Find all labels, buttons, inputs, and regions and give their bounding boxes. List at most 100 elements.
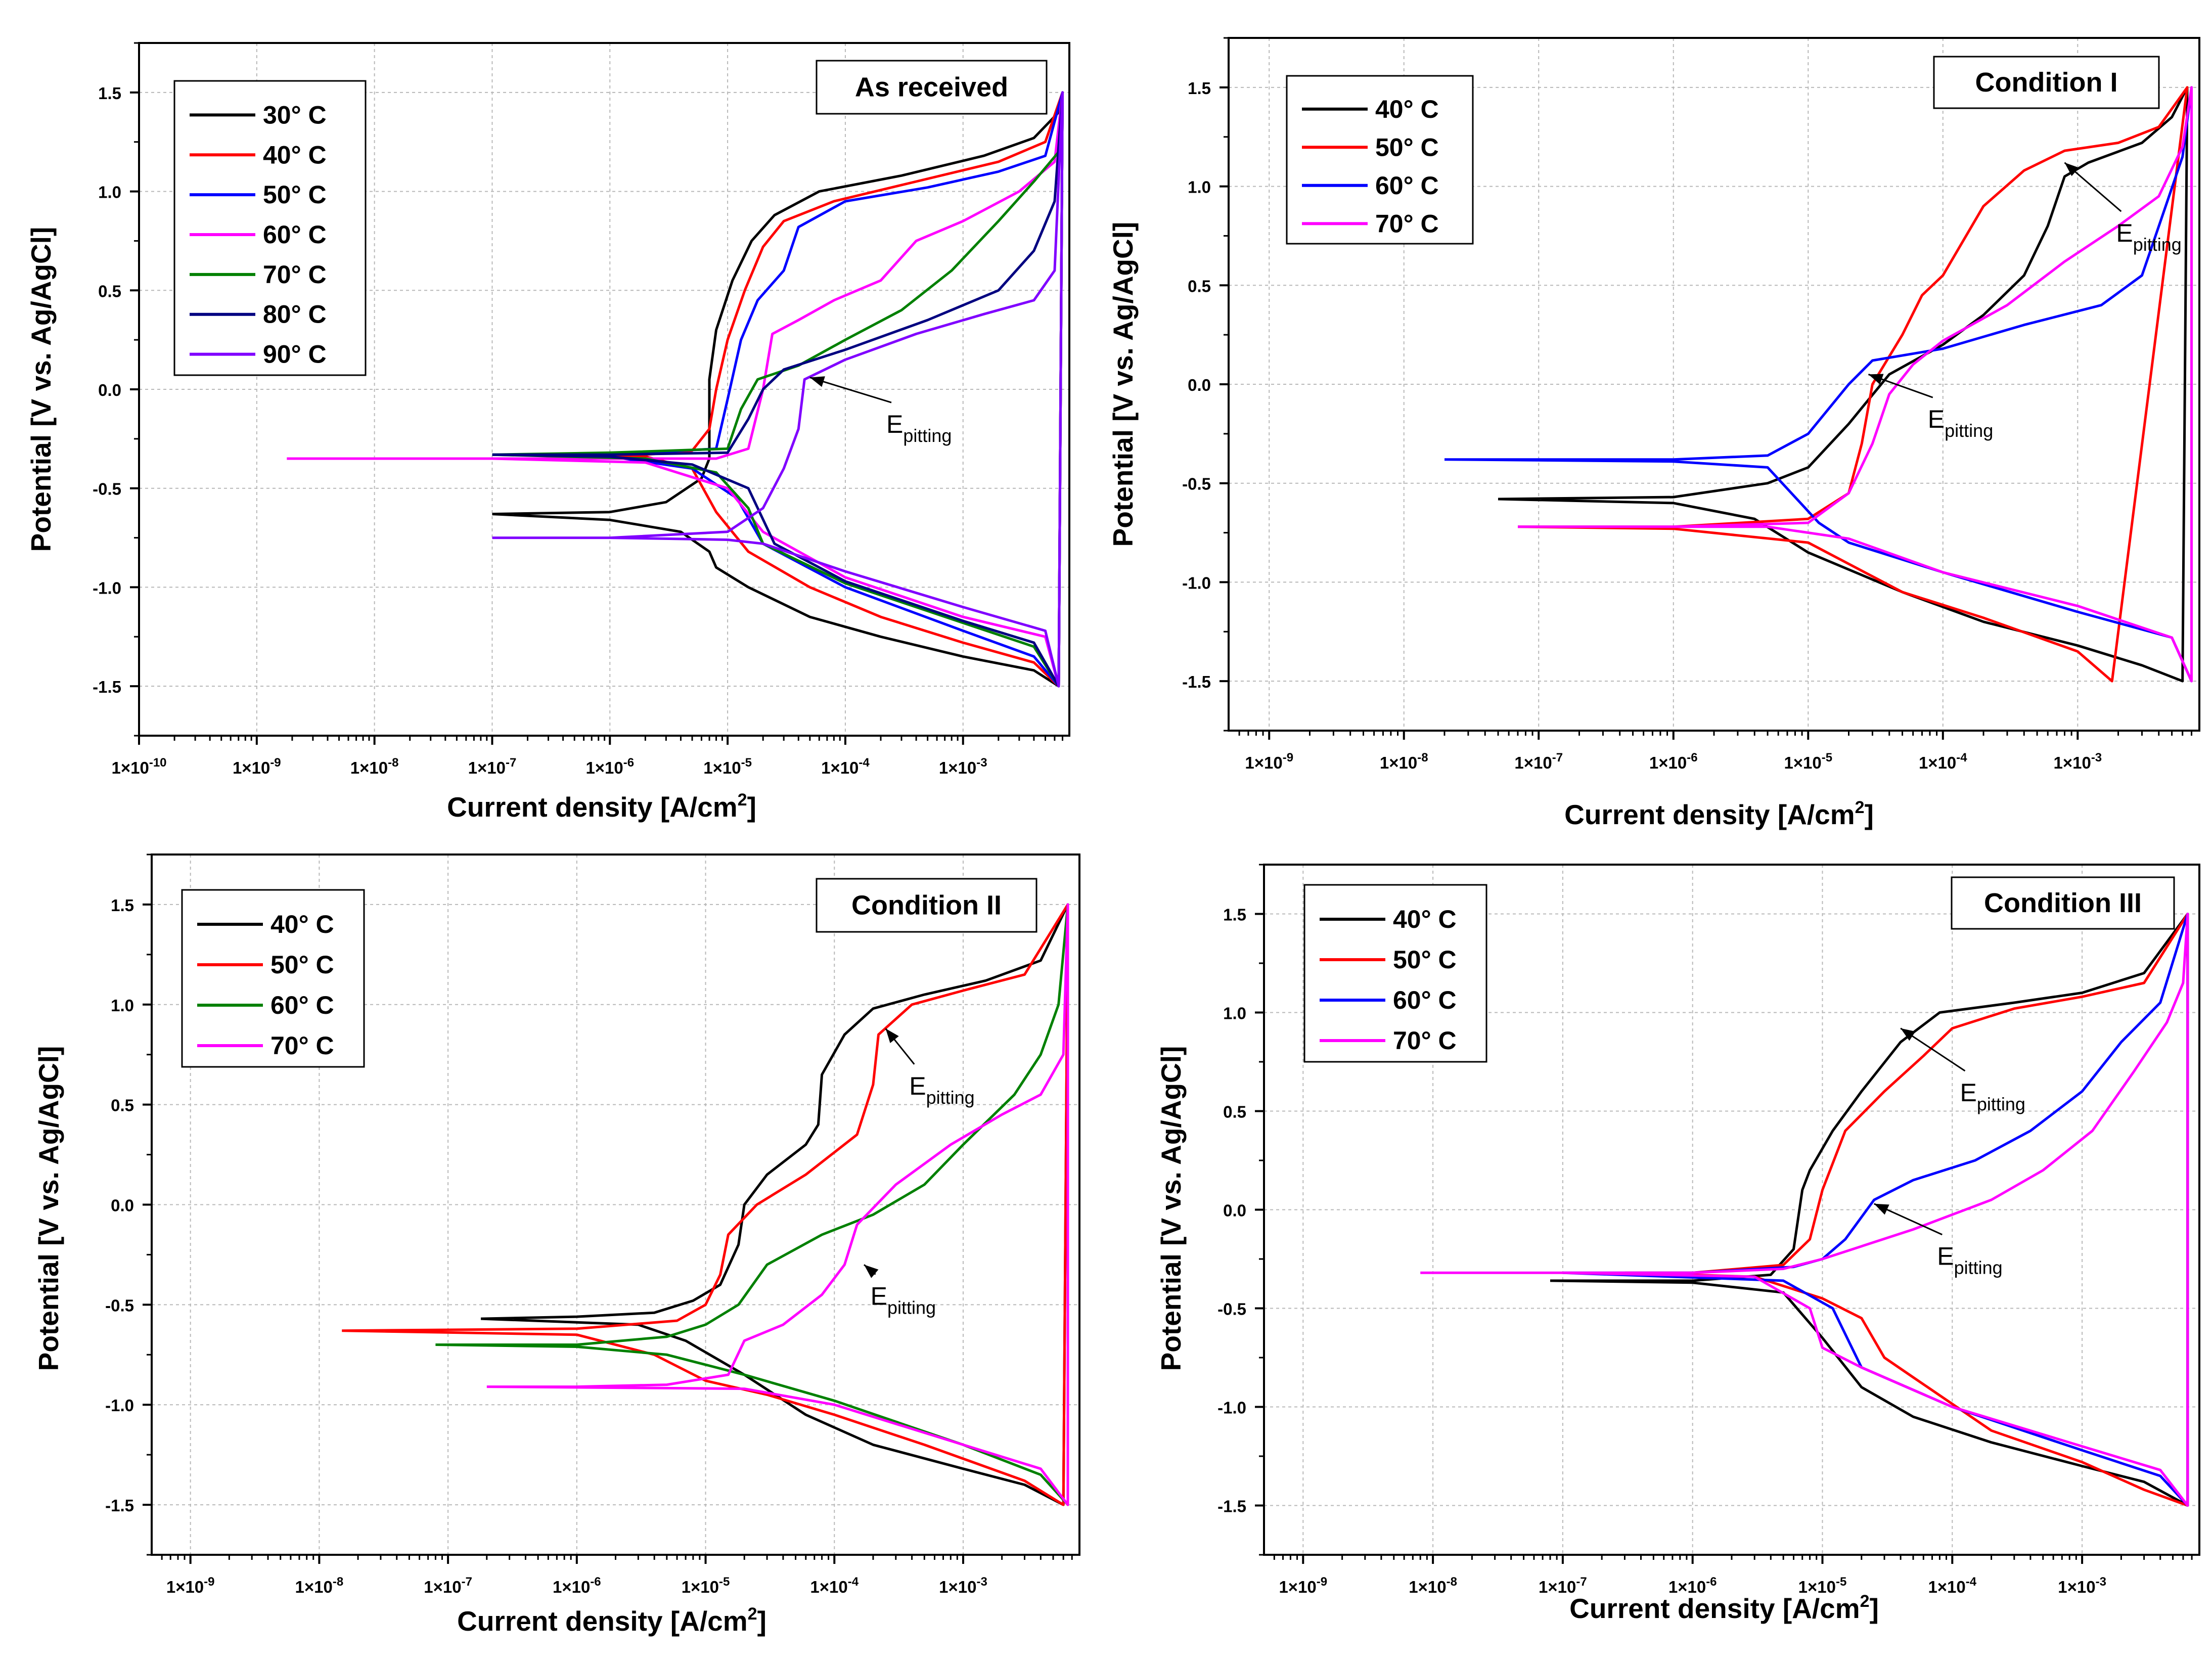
annotation-arrowhead [864, 1265, 879, 1278]
legend-label: 50° C [263, 181, 327, 209]
legend-label: 50° C [1375, 133, 1439, 161]
x-tick-label: 1×10-4 [821, 756, 870, 777]
legend-box [1286, 75, 1474, 245]
series-line [1550, 913, 2189, 1507]
y-tick-label: 0.5 [98, 282, 121, 300]
y-tick-label: -1.5 [93, 678, 121, 696]
series-line [1420, 913, 2189, 1507]
y-tick-label: 0.0 [111, 1196, 134, 1215]
legend-box [181, 889, 365, 1068]
x-tick-label: 1×10-5 [703, 756, 752, 777]
chart-title: Condition I [1975, 67, 2118, 98]
y-tick-label: -1.0 [1182, 573, 1211, 592]
series-line [1624, 913, 2189, 1507]
legend-label: 70° C [270, 1031, 334, 1060]
series-line [287, 91, 1064, 688]
legend-label: 70° C [1375, 209, 1439, 238]
y-tick-label: -1.0 [1217, 1399, 1246, 1417]
legend-label: 80° C [263, 300, 327, 329]
y-tick-label: 0.5 [1223, 1103, 1246, 1121]
series-group [1444, 86, 2193, 683]
chart-panel-2: 1×10-9 1×10-8 1×10-7 1×10-6 1×10-5 1×10-4 1×10… [1107, 37, 2200, 830]
x-tick-label: 1×10-4 [1919, 751, 1967, 772]
legend-label: 40° C [1375, 95, 1439, 123]
y-tick-label: 1.5 [98, 84, 121, 103]
y-axis-label: Potential [V vs. Ag/AgCl] [1155, 1046, 1187, 1371]
x-tick-label: 1×10-9 [1245, 751, 1293, 772]
annotation-arrowhead [1868, 374, 1884, 385]
legend-label: 60° C [1375, 171, 1439, 200]
x-tick-label: 1×10-7 [1514, 751, 1563, 772]
series-line [1517, 86, 2189, 683]
chart-title: Condition III [1984, 888, 2142, 918]
y-tick-label: -0.5 [1182, 475, 1211, 493]
y-tick-label: 1.0 [111, 996, 134, 1015]
annotation-label: Epitting [1937, 1242, 2002, 1278]
annotation-arrowhead [2064, 162, 2079, 176]
series-line [1498, 86, 2189, 683]
y-tick-label: 1.5 [111, 896, 134, 915]
chart-title: As received [855, 72, 1008, 103]
legend: 40° C 50° C 60° C 70° C [1303, 884, 1487, 1063]
legend-label: 60° C [270, 991, 334, 1019]
annotation-label: Epitting [909, 1072, 974, 1108]
x-tick-label: 1×10-6 [1649, 751, 1698, 772]
series-line [1562, 913, 2189, 1507]
x-tick-label: 1×10-3 [939, 756, 987, 777]
x-tick-label: 1×10-8 [350, 756, 399, 777]
legend: 30° C 40° C 50° C 60° C 70° C 80° C 90° C [173, 80, 367, 376]
x-tick-label: 1×10-6 [1668, 1575, 1717, 1596]
x-axis-label: Current density [A/cm2] [1569, 1592, 1879, 1624]
annotation-arrowhead [1901, 1028, 1916, 1041]
legend: 40° C 50° C 60° C 70° C [1286, 75, 1474, 245]
series-line [486, 903, 1069, 1506]
y-tick-label: -1.5 [1182, 672, 1211, 691]
y-tick-label: 1.0 [1223, 1004, 1246, 1023]
x-axis-label: Current density [A/cm2] [1564, 798, 1874, 830]
y-tick-label: 0.0 [1188, 376, 1211, 394]
x-tick-label: 1×10-3 [2058, 1575, 2106, 1596]
annotation-label: Epitting [886, 410, 952, 446]
y-tick-label: 0.5 [1188, 277, 1211, 295]
x-tick-label: 1×10-3 [2053, 751, 2102, 772]
legend-label: 70° C [263, 260, 327, 289]
legend-label: 40° C [1393, 905, 1457, 933]
annotation-arrowhead [885, 1028, 899, 1043]
legend-label: 50° C [270, 951, 334, 979]
y-tick-label: -1.0 [105, 1396, 134, 1415]
x-tick-label: 1×10-5 [1784, 751, 1832, 772]
series-line [527, 91, 1064, 688]
legend-label: 40° C [270, 910, 334, 938]
x-tick-label: 1×10-9 [233, 756, 281, 777]
x-tick-label: 1×10-8 [1409, 1575, 1457, 1596]
legend-label: 40° C [263, 141, 327, 169]
series-line [492, 91, 1064, 688]
y-axis-label: Potential [V vs. Ag/AgCl] [33, 1046, 64, 1371]
x-axis-label: Current density [A/cm2] [457, 1604, 766, 1637]
title-box [816, 60, 1048, 115]
x-tick-label: 1×10-10 [111, 756, 166, 777]
legend-label: 30° C [263, 101, 327, 129]
y-tick-label: -1.0 [93, 578, 121, 597]
series-line [1444, 86, 2193, 683]
x-tick-label: 1×10-4 [1928, 1575, 1976, 1596]
x-tick-label: 1×10-4 [810, 1575, 859, 1596]
grid [1229, 38, 2199, 731]
series-line [1518, 86, 2193, 683]
chart-panel-1: 1×10-10 1×10-9 1×10-8 1×10-7 1×10-6 1×10-5 1×1… [25, 42, 1070, 823]
annotation-arrowhead [809, 376, 825, 387]
y-tick-label: -1.5 [1217, 1497, 1246, 1516]
chart-title: Condition II [851, 890, 1002, 921]
y-tick-label: -0.5 [93, 480, 121, 499]
y-tick-label: 1.5 [1223, 906, 1246, 924]
x-tick-label: 1×10-8 [1380, 751, 1428, 772]
x-tick-label: 1×10-6 [585, 756, 634, 777]
annotation-label: Epitting [1960, 1078, 2025, 1114]
legend-label: 60° C [1393, 986, 1457, 1014]
legend: 40° C 50° C 60° C 70° C [181, 889, 365, 1068]
x-tick-label: 1×10-7 [424, 1575, 472, 1596]
x-tick-label: 1×10-5 [682, 1575, 730, 1596]
legend-label: 70° C [1393, 1026, 1457, 1055]
series-group [342, 903, 1069, 1506]
title-box [1951, 876, 2175, 930]
